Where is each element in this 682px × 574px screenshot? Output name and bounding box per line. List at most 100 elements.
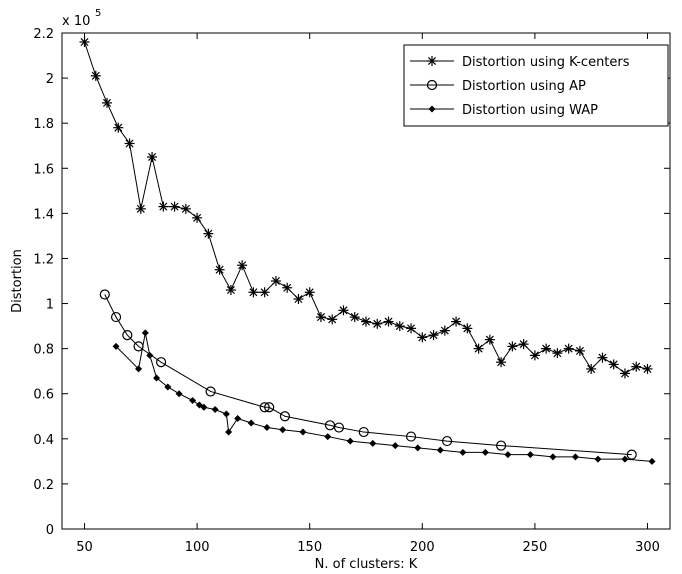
axis-ticks: 50 100 150 200 250 300 0 0.2 0.4 0.6 0.8 1 1.2 1.4 1.6… (33, 27, 670, 555)
data-point (541, 343, 552, 354)
series-layer (79, 37, 656, 465)
y-tick-label: 1.4 (33, 207, 54, 222)
data-point (346, 437, 354, 445)
data-point (361, 316, 371, 327)
data-point (135, 203, 146, 214)
data-point (552, 348, 563, 359)
data-point (214, 264, 225, 275)
data-point (247, 419, 255, 427)
data-point (459, 448, 467, 456)
data-point (405, 431, 417, 442)
data-point (299, 428, 307, 436)
data-point (462, 323, 473, 334)
x-tick-label: 50 (76, 540, 93, 555)
data-point (146, 351, 154, 359)
y-tick-label: 2 (46, 72, 54, 87)
data-point (264, 402, 275, 413)
data-point (451, 316, 462, 327)
data-point (122, 330, 133, 341)
data-point (200, 403, 208, 411)
data-point (211, 406, 219, 414)
data-point (279, 426, 287, 434)
data-point (428, 105, 436, 113)
legend: Distortion using K-centers Distortion usi… (403, 44, 669, 127)
y-tick-label: 0.2 (33, 478, 54, 493)
x-tick-label: 300 (635, 540, 660, 555)
legend-items: Distortion using K-centers Distortion usi… (410, 55, 630, 118)
data-point (586, 363, 597, 374)
data-point (372, 318, 383, 329)
data-point (225, 428, 233, 436)
data-point (484, 334, 495, 345)
data-point (155, 357, 167, 368)
data-point (222, 410, 230, 418)
x-tick-label: 200 (410, 540, 435, 555)
data-point (427, 56, 437, 66)
data-point (110, 311, 122, 323)
data-point (549, 453, 557, 461)
data-point (338, 305, 349, 316)
data-point (496, 440, 507, 451)
data-point (571, 453, 579, 461)
data-point (621, 455, 629, 463)
data-point (102, 97, 113, 108)
data-point (642, 363, 653, 374)
data-point (141, 329, 149, 337)
y-tick-label: 1.2 (33, 252, 54, 267)
data-point (394, 321, 405, 332)
data-point (282, 282, 293, 293)
data-point (158, 201, 169, 212)
data-point (259, 287, 270, 298)
data-point (315, 312, 326, 323)
y-tick-label: 0 (46, 523, 54, 538)
data-point (626, 449, 637, 460)
data-point (169, 201, 180, 212)
data-point (526, 451, 534, 459)
legend-item: Distortion using K-centers (410, 55, 630, 70)
data-point (304, 287, 315, 298)
data-point (518, 339, 529, 350)
data-point (279, 411, 291, 422)
data-point (597, 352, 608, 363)
data-point (473, 343, 484, 354)
data-point (192, 212, 203, 223)
legend-item: Distortion using AP (410, 79, 586, 94)
data-point (428, 330, 439, 341)
data-point (358, 426, 369, 438)
y-tick-label: 0.6 (33, 388, 54, 403)
data-point (147, 152, 158, 162)
data-point (234, 415, 242, 423)
data-point (648, 457, 656, 465)
data-point (205, 386, 216, 397)
data-point (113, 122, 124, 133)
data-point (383, 316, 394, 327)
y-axis-label: Distortion (10, 249, 25, 313)
data-point (441, 435, 453, 447)
data-point (333, 422, 345, 433)
data-point (175, 390, 183, 398)
y-tick-label: 1.8 (33, 117, 54, 132)
data-point (574, 345, 585, 356)
data-point (263, 424, 271, 432)
y-tick-label: 1 (46, 298, 54, 313)
data-point (189, 396, 197, 404)
data-point (631, 361, 642, 372)
data-point (180, 203, 191, 214)
data-point (135, 365, 143, 373)
series (79, 37, 653, 379)
data-point (112, 342, 120, 350)
data-point (504, 451, 512, 459)
data-point (203, 228, 214, 239)
data-point (327, 314, 338, 325)
data-point (563, 343, 574, 354)
series-line (104, 294, 632, 456)
data-point (507, 341, 518, 352)
data-point (529, 350, 540, 361)
y-tick-label: 0.8 (33, 343, 54, 358)
data-point (270, 276, 281, 286)
data-point (481, 448, 489, 456)
data-point (259, 402, 270, 413)
x-tick-label: 100 (185, 540, 210, 555)
data-point (426, 79, 438, 91)
